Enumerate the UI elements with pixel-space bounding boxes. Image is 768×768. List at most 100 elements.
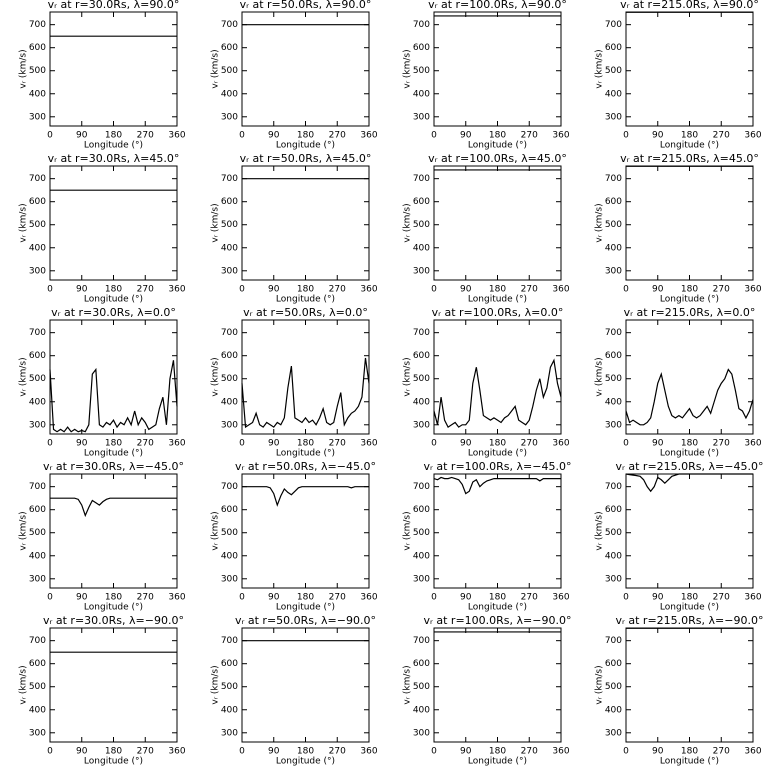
x-tick-label: 0 — [47, 131, 53, 141]
x-axis-label: Longitude (°) — [468, 141, 527, 151]
x-tick-label: 180 — [297, 131, 314, 141]
y-tick-label: 400 — [605, 243, 622, 253]
plot-frame — [433, 473, 562, 589]
chart-title: vᵣ at r=50.0Rs, λ=90.0° — [240, 0, 372, 11]
x-tick-label: 180 — [681, 285, 698, 295]
chart-title: vᵣ at r=215.0Rs, λ=−45.0° — [616, 460, 764, 473]
plot-frame — [241, 11, 370, 127]
y-tick-label: 600 — [605, 659, 622, 669]
x-tick-label: 90 — [268, 439, 280, 449]
x-tick-label: 360 — [744, 131, 761, 141]
x-tick-label: 270 — [137, 593, 154, 603]
y-axis-label: vᵣ (km/s) — [211, 665, 221, 704]
panel: vᵣ at r=100.0Rs, λ=0.0° 0 90 180 270 360 300 40… — [403, 306, 570, 459]
y-tick-label: 300 — [29, 728, 46, 738]
x-tick-label: 270 — [329, 439, 346, 449]
y-tick-label: 500 — [221, 682, 238, 692]
y-tick-label: 600 — [413, 505, 430, 515]
x-tick-label: 270 — [713, 285, 730, 295]
x-tick-label: 270 — [713, 439, 730, 449]
y-tick-label: 300 — [221, 728, 238, 738]
x-tick-label: 0 — [431, 131, 437, 141]
x-tick-label: 360 — [552, 747, 569, 757]
panel: vᵣ at r=50.0Rs, λ=45.0° 0 90 180 270 360 300 40… — [211, 152, 378, 305]
chart-title: vᵣ at r=30.0Rs, λ=−90.0° — [43, 614, 184, 627]
chart-title: vᵣ at r=30.0Rs, λ=−45.0° — [43, 460, 184, 473]
y-axis-label: vᵣ (km/s) — [595, 49, 605, 88]
x-tick-label: 270 — [137, 439, 154, 449]
y-tick-label: 500 — [29, 374, 46, 384]
y-tick-label: 400 — [221, 243, 238, 253]
panel: vᵣ at r=30.0Rs, λ=0.0° 0 90 180 270 360 300 400… — [19, 306, 186, 459]
y-tick-label: 500 — [605, 66, 622, 76]
data-line — [241, 357, 370, 429]
y-tick-label: 700 — [221, 636, 238, 646]
y-tick-label: 500 — [413, 66, 430, 76]
y-axis-label: vᵣ (km/s) — [211, 49, 221, 88]
data-line — [625, 368, 754, 426]
plot-frame — [241, 165, 370, 281]
data-line — [242, 486, 369, 507]
y-tick-label: 400 — [29, 397, 46, 407]
x-tick-label: 360 — [360, 747, 377, 757]
x-tick-label: 90 — [268, 285, 280, 295]
x-tick-label: 270 — [521, 747, 538, 757]
panel: vᵣ at r=215.0Rs, λ=90.0° 0 90 180 270 360 300 4… — [595, 0, 762, 151]
x-tick-label: 90 — [268, 593, 280, 603]
y-tick-label: 700 — [605, 174, 622, 184]
x-tick-label: 0 — [239, 131, 245, 141]
y-tick-label: 600 — [221, 43, 238, 53]
y-axis-label: vᵣ (km/s) — [403, 357, 413, 396]
x-tick-label: 180 — [105, 131, 122, 141]
panel: vᵣ at r=215.0Rs, λ=−90.0° 0 90 180 270 360 300… — [595, 614, 764, 767]
chart-title: vᵣ at r=30.0Rs, λ=0.0° — [51, 306, 176, 319]
panel: vᵣ at r=50.0Rs, λ=90.0° 0 90 180 270 360 300 40… — [211, 0, 378, 151]
x-tick-label: 0 — [47, 285, 53, 295]
y-axis-label: vᵣ (km/s) — [19, 357, 29, 396]
y-tick-label: 500 — [29, 66, 46, 76]
x-tick-label: 0 — [239, 747, 245, 757]
y-tick-label: 700 — [605, 636, 622, 646]
y-axis-label: vᵣ (km/s) — [595, 203, 605, 242]
y-tick-label: 500 — [29, 682, 46, 692]
x-tick-label: 180 — [105, 439, 122, 449]
y-tick-label: 300 — [413, 574, 430, 584]
x-axis-label: Longitude (°) — [468, 295, 527, 305]
x-tick-label: 270 — [137, 131, 154, 141]
x-tick-label: 360 — [168, 747, 185, 757]
y-axis-label: vᵣ (km/s) — [211, 511, 221, 550]
y-tick-label: 300 — [221, 574, 238, 584]
plot-frame — [433, 165, 562, 281]
y-tick-label: 500 — [605, 374, 622, 384]
x-tick-label: 360 — [168, 285, 185, 295]
y-tick-label: 600 — [605, 197, 622, 207]
y-tick-label: 700 — [605, 20, 622, 30]
y-tick-label: 500 — [605, 682, 622, 692]
x-axis-label: Longitude (°) — [276, 757, 335, 767]
plot-frame — [241, 627, 370, 743]
y-tick-label: 600 — [605, 505, 622, 515]
y-tick-label: 500 — [221, 528, 238, 538]
x-tick-label: 0 — [623, 747, 629, 757]
chart-title: vᵣ at r=30.0Rs, λ=90.0° — [48, 0, 180, 11]
y-tick-label: 300 — [29, 266, 46, 276]
x-axis-label: Longitude (°) — [276, 449, 335, 459]
y-tick-label: 700 — [413, 174, 430, 184]
data-line — [433, 358, 562, 428]
x-tick-label: 360 — [168, 593, 185, 603]
x-axis-label: Longitude (°) — [276, 141, 335, 151]
x-axis-label: Longitude (°) — [84, 603, 143, 613]
x-tick-label: 90 — [460, 593, 472, 603]
x-tick-label: 180 — [297, 593, 314, 603]
x-tick-label: 360 — [552, 439, 569, 449]
x-tick-label: 180 — [489, 593, 506, 603]
x-tick-label: 360 — [744, 439, 761, 449]
x-axis-label: Longitude (°) — [276, 295, 335, 305]
x-tick-label: 0 — [239, 285, 245, 295]
y-tick-label: 400 — [413, 551, 430, 561]
x-axis-label: Longitude (°) — [660, 449, 719, 459]
x-tick-label: 360 — [552, 131, 569, 141]
x-tick-label: 360 — [552, 593, 569, 603]
y-tick-label: 500 — [221, 374, 238, 384]
chart-title: vᵣ at r=215.0Rs, λ=−90.0° — [616, 614, 764, 627]
